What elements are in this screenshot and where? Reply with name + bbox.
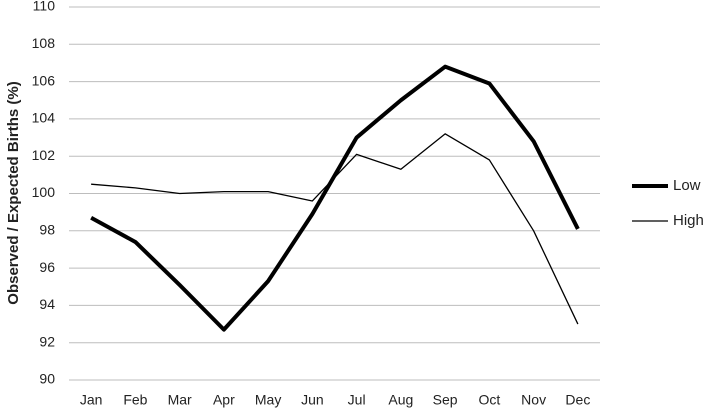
y-tick-label: 90 (39, 371, 55, 387)
y-tick-label: 102 (32, 147, 56, 163)
legend-label: Low (673, 177, 701, 194)
x-tick-label: Sep (433, 392, 458, 408)
x-tick-label: Oct (478, 392, 500, 408)
y-tick-label: 94 (39, 296, 55, 312)
x-tick-label: Feb (123, 392, 147, 408)
y-tick-label: 96 (39, 259, 55, 275)
y-tick-label: 92 (39, 333, 55, 349)
x-tick-label: Nov (521, 392, 546, 408)
y-tick-label: 104 (32, 110, 56, 126)
data-line (91, 133, 579, 325)
y-axis-label: Observed / Expected Births (%) (5, 81, 22, 304)
y-tick-label: 106 (32, 72, 56, 88)
legend-label: High (673, 212, 704, 229)
data-line (90, 64, 580, 332)
x-tick-label: Apr (213, 392, 235, 408)
y-tick-label: 110 (33, 0, 56, 14)
y-tick-label: 98 (39, 222, 55, 238)
y-tick-label: 108 (32, 35, 56, 51)
x-tick-label: Dec (565, 392, 590, 408)
x-tick-label: Mar (168, 392, 192, 408)
x-tick-label: Jul (348, 392, 366, 408)
x-tick-label: Jun (301, 392, 324, 408)
y-tick-label: 100 (32, 184, 56, 200)
x-tick-label: May (255, 392, 281, 408)
x-tick-label: Jan (80, 392, 103, 408)
x-tick-label: Aug (388, 392, 413, 408)
